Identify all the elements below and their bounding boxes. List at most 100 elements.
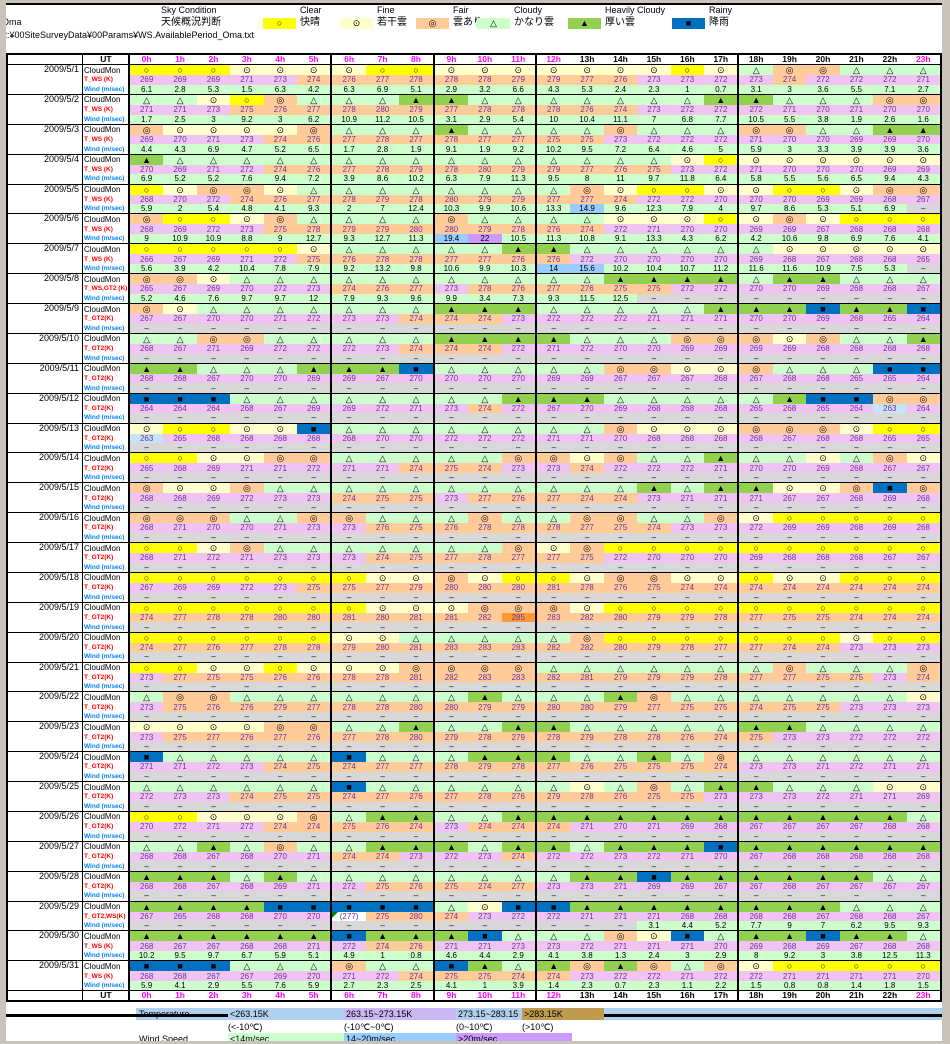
wind-cell[interactable]: 5.9 bbox=[263, 951, 297, 961]
temp-cell[interactable]: 271 bbox=[637, 941, 671, 952]
temp-cell[interactable]: 274 bbox=[230, 792, 264, 802]
fair-icon[interactable]: ◎ bbox=[263, 721, 297, 733]
wind-cell[interactable]: – bbox=[670, 473, 705, 483]
cloudy-icon[interactable]: △ bbox=[534, 661, 571, 673]
temp-cell[interactable]: 277 bbox=[772, 672, 807, 683]
cloudy-icon[interactable]: △ bbox=[263, 512, 297, 524]
clear-icon[interactable]: ○ bbox=[670, 631, 705, 643]
temp-cell[interactable]: 272 bbox=[670, 104, 705, 115]
temp-cell[interactable]: 268 bbox=[330, 433, 366, 444]
temp-cell[interactable]: 280 bbox=[432, 702, 469, 713]
temp-cell[interactable]: 278 bbox=[534, 523, 571, 533]
heavily-cloudy-icon[interactable]: ▲ bbox=[603, 810, 638, 822]
wind-cell[interactable]: – bbox=[263, 921, 297, 931]
temp-cell[interactable]: 278 bbox=[399, 75, 434, 85]
cloudy-icon[interactable]: △ bbox=[263, 960, 297, 972]
heavily-cloudy-icon[interactable]: ▲ bbox=[806, 840, 840, 852]
temp-cell[interactable]: 277 bbox=[365, 582, 400, 593]
fair-icon[interactable]: ◎ bbox=[772, 123, 807, 135]
wind-cell[interactable]: – bbox=[570, 891, 604, 901]
hour-header[interactable]: 6h bbox=[330, 990, 366, 1002]
clear-icon[interactable]: ○ bbox=[603, 542, 638, 553]
cloudy-icon[interactable]: △ bbox=[365, 512, 400, 524]
temp-cell[interactable]: 276 bbox=[263, 672, 297, 683]
wind-cell[interactable]: – bbox=[196, 771, 231, 782]
wind-cell[interactable]: – bbox=[704, 502, 739, 513]
fine-icon[interactable]: ⊙ bbox=[230, 64, 264, 75]
temp-cell[interactable]: 280 bbox=[432, 582, 469, 593]
cloudy-icon[interactable]: △ bbox=[330, 303, 366, 314]
cloudy-icon[interactable]: △ bbox=[399, 303, 434, 314]
temp-cell[interactable]: 278 bbox=[263, 642, 297, 653]
wind-cell[interactable]: – bbox=[296, 562, 332, 573]
hour-header[interactable]: 2h bbox=[196, 54, 231, 65]
temp-cell[interactable]: 269 bbox=[737, 553, 773, 563]
temp-cell[interactable]: 274 bbox=[603, 104, 638, 115]
temp-cell[interactable]: 268 bbox=[839, 523, 874, 533]
wind-cell[interactable]: 3.8 bbox=[839, 951, 874, 961]
temp-cell[interactable]: 272 bbox=[839, 732, 874, 742]
wind-cell[interactable]: – bbox=[330, 652, 366, 662]
wind-cell[interactable]: – bbox=[399, 532, 434, 543]
temp-cell[interactable]: 270 bbox=[196, 314, 231, 324]
temp-cell[interactable]: 271 bbox=[263, 523, 297, 533]
temp-cell[interactable]: 268 bbox=[737, 911, 773, 922]
temp-cell[interactable]: 280 bbox=[468, 164, 502, 175]
temp-cell[interactable]: 269 bbox=[873, 134, 907, 145]
wind-cell[interactable]: – bbox=[196, 502, 231, 513]
wind-cell[interactable]: 1 bbox=[670, 84, 705, 95]
temp-cell[interactable]: 278 bbox=[330, 194, 366, 205]
temp-cell[interactable]: 268 bbox=[163, 493, 197, 503]
cloudy-icon[interactable]: △ bbox=[534, 631, 571, 643]
cloudy-icon[interactable]: △ bbox=[501, 930, 536, 942]
wind-cell[interactable]: – bbox=[603, 323, 638, 334]
wind-cell[interactable]: – bbox=[637, 562, 671, 573]
rainy-icon[interactable]: ■ bbox=[468, 930, 502, 942]
fair-icon[interactable]: ◎ bbox=[772, 64, 807, 75]
fine-icon[interactable]: ⊙ bbox=[839, 631, 874, 643]
fair-icon[interactable]: ◎ bbox=[296, 452, 332, 464]
temp-cell[interactable]: 268 bbox=[704, 821, 739, 832]
wind-cell[interactable]: – bbox=[737, 652, 773, 662]
temp-cell[interactable]: 268 bbox=[806, 851, 840, 862]
temp-cell[interactable]: 277 bbox=[432, 792, 469, 802]
temp-cell[interactable]: 274 bbox=[603, 493, 638, 503]
wind-cell[interactable]: – bbox=[432, 712, 469, 722]
clear-icon[interactable]: ○ bbox=[839, 571, 874, 583]
temp-cell[interactable]: 273 bbox=[432, 493, 469, 503]
hour-header[interactable]: 18h bbox=[737, 990, 773, 1002]
temp-cell[interactable]: 277 bbox=[163, 612, 197, 623]
wind-cell[interactable]: – bbox=[737, 323, 773, 334]
wind-cell[interactable]: 3.9 bbox=[839, 144, 874, 155]
temp-cell[interactable]: 275 bbox=[399, 553, 434, 563]
temp-cell[interactable]: 271 bbox=[296, 851, 332, 862]
wind-cell[interactable]: – bbox=[501, 502, 536, 513]
heavily-cloudy-icon[interactable]: ▲ bbox=[501, 332, 536, 344]
heavily-cloudy-icon[interactable]: ▲ bbox=[704, 900, 739, 912]
temp-cell[interactable]: 269 bbox=[772, 224, 807, 235]
temp-cell[interactable]: 272 bbox=[603, 314, 638, 324]
wind-cell[interactable]: – bbox=[603, 592, 638, 603]
temp-cell[interactable]: 272 bbox=[501, 911, 536, 922]
fine-icon[interactable]: ⊙ bbox=[670, 422, 705, 434]
temp-cell[interactable]: 270 bbox=[501, 373, 536, 384]
temp-cell[interactable]: 271 bbox=[637, 224, 671, 235]
temp-cell[interactable]: 270 bbox=[603, 254, 638, 264]
temp-cell[interactable]: 277 bbox=[163, 672, 197, 683]
temp-cell[interactable]: 274 bbox=[230, 194, 264, 205]
wind-cell[interactable]: – bbox=[603, 861, 638, 872]
wind-cell[interactable]: 12.7 bbox=[296, 234, 332, 244]
temp-cell[interactable]: 279 bbox=[365, 194, 400, 205]
temp-cell[interactable]: 277 bbox=[534, 493, 571, 503]
heavily-cloudy-icon[interactable]: ▲ bbox=[637, 751, 671, 763]
temp-cell[interactable]: 268 bbox=[163, 373, 197, 384]
temp-cell[interactable]: 272 bbox=[501, 433, 536, 444]
cloudy-icon[interactable]: △ bbox=[637, 243, 671, 255]
temp-cell[interactable]: 283 bbox=[468, 672, 502, 683]
temp-cell[interactable]: 267 bbox=[806, 911, 840, 922]
temp-cell[interactable]: 270 bbox=[432, 373, 469, 384]
wind-cell[interactable]: – bbox=[365, 443, 400, 453]
wind-cell[interactable]: 9.8 bbox=[399, 263, 434, 274]
fair-icon[interactable]: ◎ bbox=[603, 930, 638, 942]
cloudy-icon[interactable]: △ bbox=[534, 303, 571, 314]
